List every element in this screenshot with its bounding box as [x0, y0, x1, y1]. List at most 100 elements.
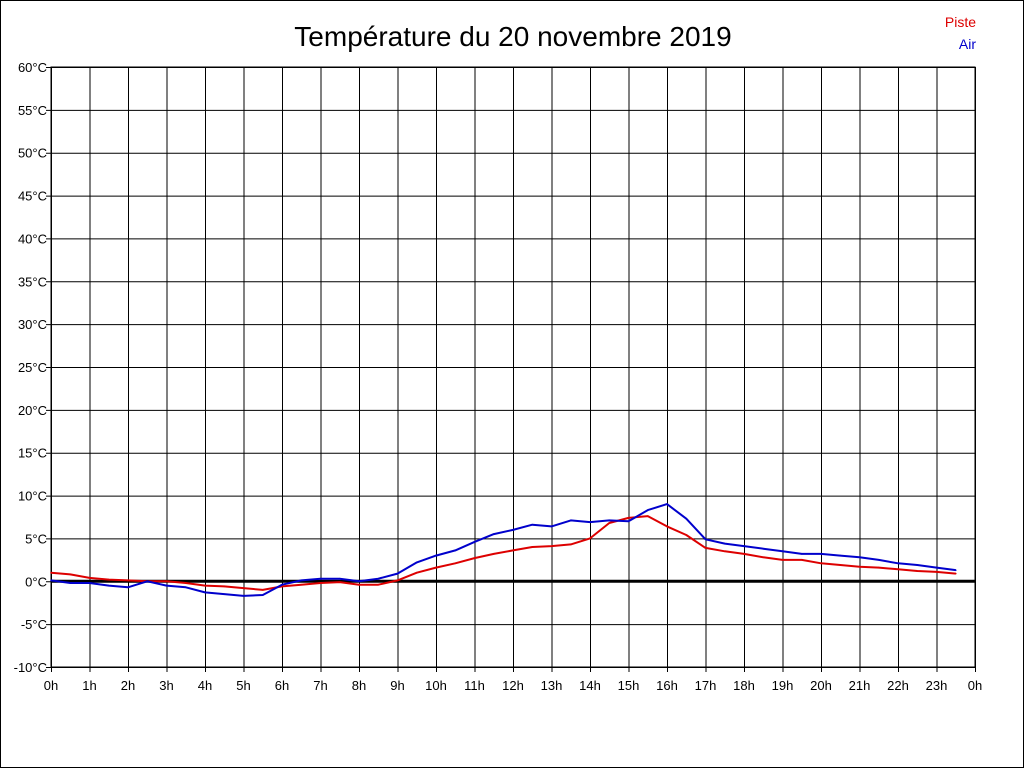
y-tick-label: 20°C [18, 403, 47, 418]
data-point-air [319, 577, 322, 580]
x-tick-label: 8h [352, 678, 366, 693]
data-point-piste [743, 553, 745, 555]
y-tick-label: 30°C [18, 317, 47, 332]
x-tick-label: 17h [695, 678, 717, 693]
y-tick-label: -5°C [21, 617, 47, 632]
data-point-piste [685, 534, 688, 536]
data-point-air [223, 593, 226, 595]
data-point-piste [300, 583, 303, 586]
data-point-piste [492, 553, 495, 555]
data-point-air [242, 595, 245, 597]
data-point-piste [512, 549, 514, 552]
x-tick-label: 7h [313, 678, 327, 693]
x-tick-label: 0h [44, 678, 58, 693]
data-point-air [88, 582, 91, 584]
data-point-air [454, 549, 457, 552]
y-tick-label: 45°C [18, 189, 47, 204]
data-point-air [666, 503, 668, 505]
x-tick-label: 5h [236, 678, 250, 693]
chart-series [50, 503, 957, 597]
data-point-air [165, 584, 168, 587]
data-point-piste [396, 579, 399, 582]
y-tick-label: -10°C [14, 660, 47, 675]
x-tick-label: 23h [926, 678, 948, 693]
data-point-air [127, 586, 129, 589]
x-tick-label: 18h [733, 678, 755, 693]
data-point-air [107, 584, 110, 587]
data-point-piste [204, 584, 206, 587]
y-tick-label: 40°C [18, 231, 47, 246]
data-point-piste [50, 571, 52, 574]
data-point-air [492, 533, 495, 535]
y-axis-labels: -10°C -5°C 0°C 5°C 10°C 15°C 20°C 25°C 30°C 35°C 4… [14, 60, 47, 675]
data-point-air [762, 547, 765, 550]
data-point-air [954, 569, 957, 571]
chart-title: Température du 20 novembre 2019 [294, 21, 731, 52]
data-point-air [531, 523, 534, 526]
data-point-air [608, 519, 611, 522]
data-point-air [820, 553, 822, 555]
data-point-air [396, 572, 399, 575]
data-point-air [704, 538, 707, 541]
chart-legend: Piste Air [945, 14, 976, 52]
data-point-piste [454, 562, 457, 565]
data-point-piste [627, 517, 630, 519]
x-tick-label: 22h [887, 678, 909, 693]
data-point-piste [608, 522, 611, 524]
data-point-air [646, 509, 649, 511]
data-point-air [569, 519, 572, 522]
data-point-piste [954, 572, 957, 575]
data-point-air [358, 580, 360, 583]
data-point-air [858, 556, 861, 559]
x-tick-label: 15h [618, 678, 640, 693]
data-point-piste [589, 537, 591, 540]
data-point-air [146, 580, 149, 583]
data-point-piste [127, 579, 129, 582]
data-point-air [338, 577, 341, 580]
data-point-air [589, 521, 591, 523]
data-point-piste [338, 581, 341, 583]
x-tick-label: 1h [82, 678, 96, 693]
y-tick-label: 35°C [18, 274, 47, 289]
data-point-piste [69, 573, 72, 576]
data-point-piste [916, 570, 919, 572]
data-point-air [550, 525, 553, 528]
data-point-piste [531, 546, 534, 548]
data-point-air [512, 529, 514, 531]
data-point-air [897, 562, 899, 565]
y-tick-label: 15°C [18, 446, 47, 461]
data-point-air [377, 577, 380, 580]
series-line-air [50, 503, 956, 597]
x-tick-label: 20h [810, 678, 832, 693]
data-point-air [800, 553, 803, 555]
data-point-piste [415, 571, 418, 574]
data-point-piste [550, 545, 553, 547]
x-tick-label: 0h [968, 678, 982, 693]
data-point-piste [107, 578, 110, 581]
y-tick-label: 0°C [25, 574, 47, 589]
y-tick-label: 10°C [18, 489, 47, 504]
data-point-piste [781, 559, 784, 561]
data-point-piste [800, 559, 803, 561]
x-tick-label: 6h [275, 678, 289, 693]
data-point-air [435, 554, 437, 557]
data-point-piste [261, 589, 264, 591]
data-point-piste [646, 515, 649, 517]
x-tick-label: 16h [656, 678, 678, 693]
data-point-air [723, 542, 726, 545]
data-point-air [69, 582, 72, 584]
data-point-air [281, 583, 283, 586]
data-point-piste [435, 566, 437, 569]
data-point-piste [666, 525, 668, 528]
legend-entry-air: Air [959, 36, 976, 52]
x-axis-labels: 0h 1h 2h 3h 4h 5h 6h 7h 8h 9h 10h 11h 12h 13h 14h 15h 16… [44, 678, 982, 693]
data-point-air [916, 564, 919, 566]
data-point-piste [377, 583, 380, 586]
x-tick-label: 2h [121, 678, 135, 693]
data-point-piste [839, 564, 842, 566]
data-point-piste [858, 565, 861, 568]
data-point-air [300, 579, 303, 582]
x-tick-label: 11h [464, 678, 485, 693]
data-point-piste [473, 557, 476, 559]
